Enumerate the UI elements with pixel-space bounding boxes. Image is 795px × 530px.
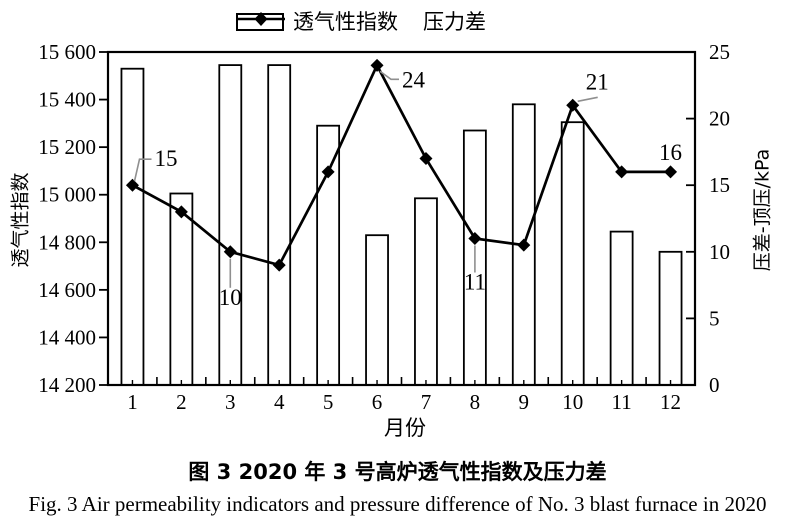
legend-line-label: 压力差	[423, 10, 486, 34]
annotation-label-month-8: 11	[464, 270, 486, 295]
callout-line-month-1	[133, 158, 152, 182]
right-tick-label: 15	[709, 173, 730, 197]
bar-month-6	[365, 234, 389, 386]
bar-month-2	[169, 192, 194, 386]
caption-english: Fig. 3 Air permeability indicators and p…	[28, 492, 767, 516]
bar-month-5	[316, 124, 341, 386]
left-tick-label: 15 200	[38, 135, 96, 159]
x-tick-label: 10	[562, 390, 583, 414]
annotation-label-month-12: 16	[659, 140, 682, 165]
diamond-marker-month-6	[370, 58, 384, 72]
right-tick-label: 10	[709, 240, 730, 264]
diamond-marker-month-1	[125, 178, 139, 192]
annotation-label-month-6: 24	[402, 67, 426, 92]
diamond-marker-month-5	[321, 165, 335, 179]
right-tick-label: 0	[709, 373, 720, 397]
annotation-label-month-3: 10	[219, 285, 242, 310]
diamond-marker-month-9	[517, 238, 531, 252]
line-markers	[125, 58, 678, 272]
right-tick-label: 5	[709, 306, 720, 330]
bar-month-10	[560, 121, 585, 386]
x-tick-label: 9	[519, 390, 530, 414]
legend-line-symbol	[237, 12, 285, 26]
diamond-marker-month-11	[615, 165, 629, 179]
x-tick-label: 4	[274, 390, 285, 414]
bar-month-7	[414, 197, 438, 386]
left-tick-label: 14 400	[38, 325, 96, 349]
annotations: 15 10 24 11 21 16	[133, 67, 682, 310]
bar-month-3	[218, 64, 243, 386]
callout-line-month-10	[577, 96, 598, 103]
x-tick-label: 1	[127, 390, 138, 414]
annotation-label-month-1: 15	[155, 146, 178, 171]
callout-line-month-6	[379, 70, 399, 81]
x-tick-label: 5	[323, 390, 334, 414]
bar-month-4	[267, 64, 292, 386]
diamond-marker-month-2	[174, 205, 188, 219]
left-axis-title: 透气性指数	[9, 172, 32, 268]
diamond-marker-month-7	[419, 152, 433, 166]
x-axis-title: 月份	[384, 416, 426, 440]
bar-month-1	[120, 67, 145, 386]
x-tick-label: 6	[372, 390, 383, 414]
right-tick-label: 25	[709, 40, 730, 64]
x-tick-label: 12	[660, 390, 681, 414]
diamond-marker-month-10	[566, 98, 580, 112]
right-tick-label: 20	[709, 107, 730, 131]
diamond-marker-month-3	[223, 245, 237, 259]
left-tick-label: 15 400	[38, 88, 96, 112]
diamond-marker-month-8	[468, 231, 482, 245]
left-tick-label: 14 200	[38, 373, 96, 397]
x-tick-label: 8	[470, 390, 481, 414]
bar-month-12	[658, 250, 683, 386]
x-tick-label: 7	[421, 390, 432, 414]
x-tick-label: 2	[176, 390, 187, 414]
diamond-marker-month-4	[272, 258, 286, 272]
left-tick-label: 15 000	[38, 183, 96, 207]
left-axis-ticks: 15 600 15 400 15 200 15 000 14 800 14 600 14 4…	[38, 40, 108, 397]
pressure-line	[131, 62, 671, 267]
bar-series	[120, 64, 683, 386]
x-tick-label: 3	[225, 390, 236, 414]
x-axis-ticks: 1 2 3 4 5 6 7 8 9 10 11 12	[107, 377, 696, 414]
annotation-label-month-10: 21	[586, 69, 609, 94]
left-tick-label: 15 600	[38, 40, 96, 64]
left-tick-label: 14 600	[38, 278, 96, 302]
left-tick-label: 14 800	[38, 230, 96, 254]
right-axis-ticks: 25 20 15 10 5 0	[686, 40, 730, 397]
bar-month-11	[609, 230, 634, 386]
right-axis-title: 压差-顶压/kPa	[751, 148, 774, 272]
caption-chinese: 图 3 2020 年 3 号高炉透气性指数及压力差	[188, 460, 607, 484]
legend-diamond-icon	[254, 12, 268, 26]
plot-border	[106, 50, 697, 387]
x-tick-label: 11	[612, 390, 632, 414]
legend-bar-label: 透气性指数	[293, 10, 398, 34]
diamond-marker-month-12	[664, 165, 678, 179]
chart-legend: 透气性指数 压力差	[236, 9, 486, 35]
